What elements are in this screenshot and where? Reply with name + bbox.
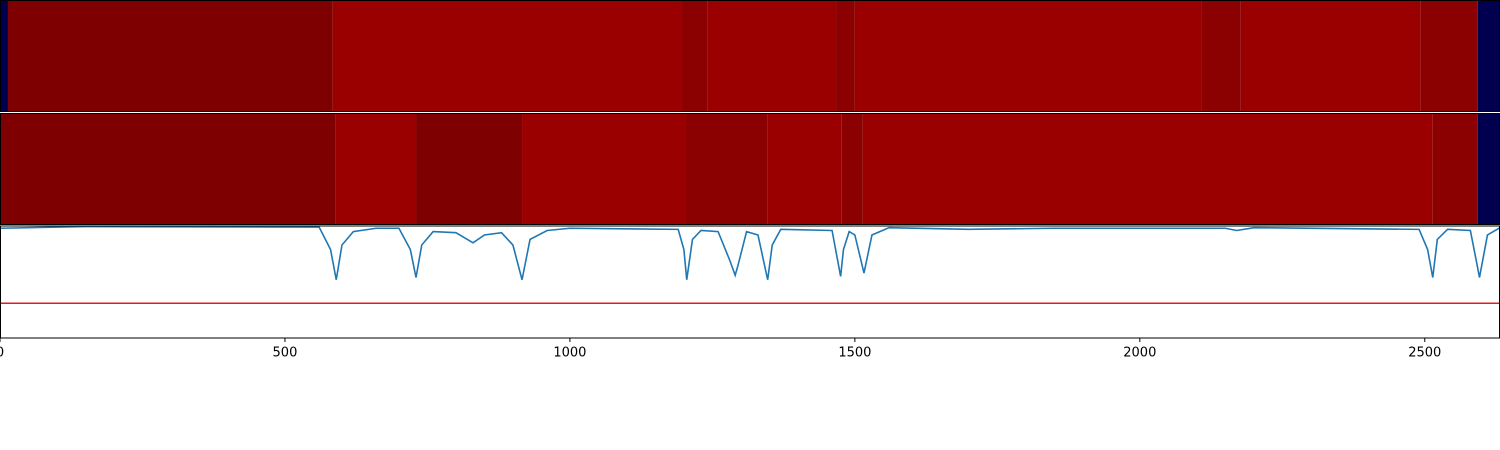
segment (685, 113, 768, 225)
segment (335, 113, 417, 225)
segment (862, 113, 1433, 225)
segment (854, 0, 1202, 112)
x-tick-label: 2500 (1408, 346, 1441, 361)
segment (767, 113, 842, 225)
x-tick-label: 1000 (553, 346, 586, 361)
x-tick-label: 0 (0, 346, 4, 361)
segment (1420, 0, 1478, 112)
segment (1240, 0, 1421, 112)
segment (841, 113, 863, 225)
segment (416, 113, 523, 225)
segment (0, 113, 336, 225)
segment (681, 0, 708, 112)
segment (1432, 113, 1478, 225)
plot-frame (0, 225, 1500, 339)
segment (332, 0, 682, 112)
x-tick-label: 1500 (838, 346, 871, 361)
signal-line (0, 225, 1500, 280)
segment (1477, 113, 1500, 225)
segment (836, 0, 855, 112)
segment (0, 0, 8, 112)
x-tick-label: 2000 (1123, 346, 1156, 361)
segment (1201, 0, 1241, 112)
segment (522, 113, 686, 225)
segment (1477, 0, 1500, 112)
segment (7, 0, 333, 112)
x-tick-label: 500 (273, 346, 298, 361)
segment (707, 0, 837, 112)
